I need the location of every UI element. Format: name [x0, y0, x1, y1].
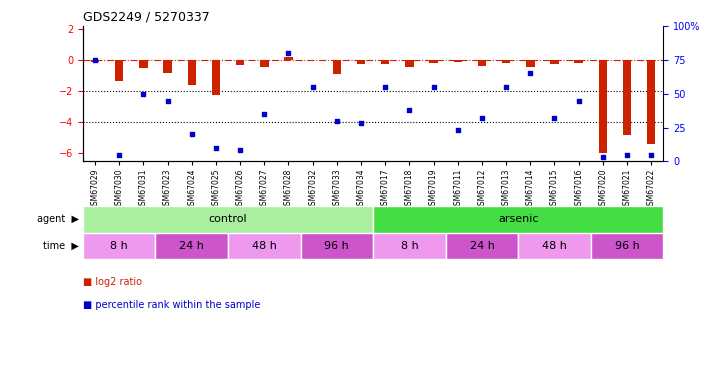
Point [573, 98, 585, 104]
Text: 96 h: 96 h [324, 241, 349, 250]
Text: control: control [208, 214, 247, 224]
Point [234, 147, 246, 153]
Bar [115, 60, 123, 81]
Point [89, 57, 101, 63]
Point [500, 84, 512, 90]
Bar [156, 232, 228, 259]
Bar [236, 60, 244, 65]
Bar [83, 232, 156, 259]
Text: 48 h: 48 h [252, 241, 277, 250]
Bar [454, 60, 462, 62]
Text: 8 h: 8 h [110, 241, 128, 250]
Bar [357, 60, 366, 64]
Point [622, 152, 633, 157]
Point [331, 118, 342, 124]
Point [597, 154, 609, 160]
Bar [83, 206, 373, 232]
Point [138, 91, 149, 97]
Text: agent  ▶: agent ▶ [37, 214, 79, 224]
Bar [429, 60, 438, 63]
Bar [381, 60, 389, 64]
Bar [91, 60, 99, 62]
Point [113, 152, 125, 157]
Bar [301, 232, 373, 259]
Point [307, 84, 319, 90]
Bar [164, 60, 172, 73]
Text: 8 h: 8 h [401, 241, 418, 250]
Bar [526, 60, 534, 68]
Point [259, 111, 270, 117]
Point [452, 127, 464, 133]
Bar [139, 60, 148, 68]
Point [525, 70, 536, 76]
Text: GDS2249 / 5270337: GDS2249 / 5270337 [83, 11, 210, 24]
Point [162, 98, 173, 104]
Point [404, 107, 415, 113]
Bar [550, 60, 559, 64]
Bar [502, 60, 510, 63]
Point [186, 131, 198, 137]
Bar [373, 206, 663, 232]
Bar [284, 57, 293, 60]
Text: ■ percentile rank within the sample: ■ percentile rank within the sample [83, 300, 260, 309]
Text: time  ▶: time ▶ [43, 241, 79, 250]
Point [428, 84, 439, 90]
Point [355, 120, 367, 126]
Point [549, 115, 560, 121]
Point [379, 84, 391, 90]
Bar [478, 60, 486, 66]
Point [645, 152, 657, 157]
Text: 24 h: 24 h [469, 241, 495, 250]
Bar [187, 60, 196, 85]
Bar [623, 60, 632, 135]
Bar [518, 232, 590, 259]
Text: 96 h: 96 h [615, 241, 640, 250]
Text: 24 h: 24 h [180, 241, 204, 250]
Text: arsenic: arsenic [498, 214, 539, 224]
Text: ■ log2 ratio: ■ log2 ratio [83, 277, 142, 287]
Point [283, 50, 294, 56]
Bar [575, 60, 583, 63]
Point [476, 115, 487, 121]
Bar [228, 232, 301, 259]
Bar [598, 60, 607, 153]
Bar [260, 60, 268, 67]
Bar [405, 60, 414, 68]
Point [210, 145, 221, 151]
Bar [332, 60, 341, 74]
Bar [590, 232, 663, 259]
Bar [373, 232, 446, 259]
Bar [647, 60, 655, 144]
Bar [212, 60, 220, 94]
Bar [446, 232, 518, 259]
Text: 48 h: 48 h [542, 241, 567, 250]
